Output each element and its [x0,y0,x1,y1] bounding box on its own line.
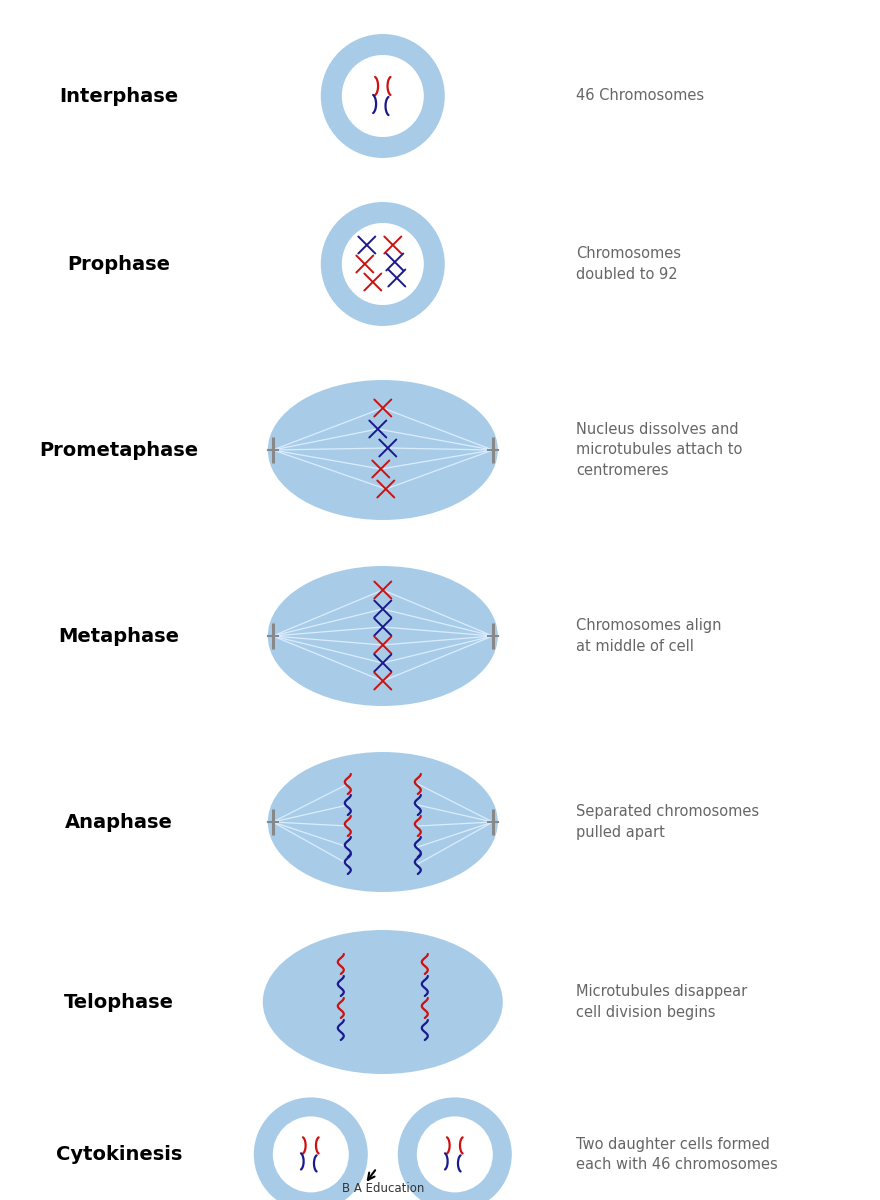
Text: Chromosomes align
at middle of cell: Chromosomes align at middle of cell [576,618,722,654]
Text: Metaphase: Metaphase [58,626,180,646]
Circle shape [273,1116,348,1193]
Text: Microtubules disappear
cell division begins: Microtubules disappear cell division beg… [576,984,748,1020]
Ellipse shape [268,752,498,892]
Circle shape [341,55,424,137]
Ellipse shape [268,380,498,520]
Text: Separated chromosomes
pulled apart: Separated chromosomes pulled apart [576,804,759,840]
Text: 46 Chromosomes: 46 Chromosomes [576,89,705,103]
Circle shape [253,1097,368,1200]
Text: Prophase: Prophase [67,254,171,274]
Text: Cytokinesis: Cytokinesis [55,1145,182,1164]
Circle shape [417,1116,493,1193]
Ellipse shape [263,930,502,1074]
Text: Chromosomes
doubled to 92: Chromosomes doubled to 92 [576,246,681,282]
Text: B A Education: B A Education [341,1182,424,1194]
Text: Two daughter cells formed
each with 46 chromosomes: Two daughter cells formed each with 46 c… [576,1136,778,1172]
Text: Prometaphase: Prometaphase [40,440,198,460]
Circle shape [341,223,424,305]
Circle shape [321,202,444,326]
Text: Telophase: Telophase [64,992,174,1012]
Text: Nucleus dissolves and
microtubules attach to
centromeres: Nucleus dissolves and microtubules attac… [576,422,743,478]
Ellipse shape [268,566,498,706]
Text: Interphase: Interphase [59,86,179,106]
Circle shape [321,34,444,158]
Circle shape [398,1097,512,1200]
Text: Anaphase: Anaphase [65,812,172,832]
